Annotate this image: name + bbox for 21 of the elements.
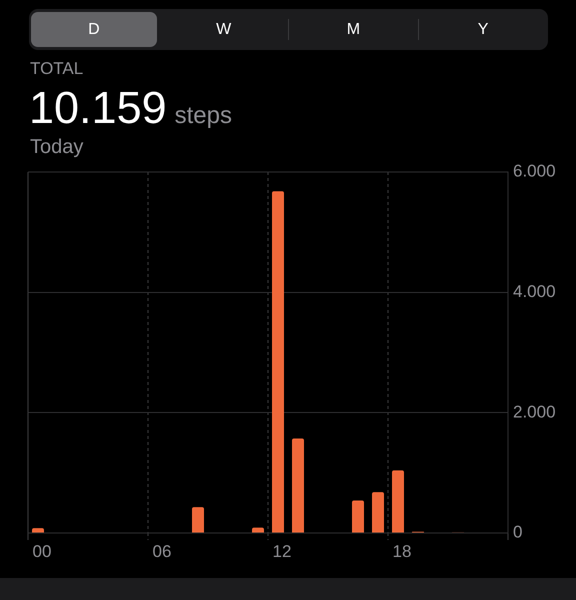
- selected-tab: D: [31, 12, 157, 47]
- y-tick-label: 0: [513, 522, 522, 542]
- x-tick-label: 12: [272, 542, 292, 561]
- bar: [392, 470, 404, 532]
- x-tick-label: 06: [152, 542, 172, 561]
- x-tick-label: 00: [32, 542, 52, 561]
- y-tick-label: 6.000: [513, 162, 556, 181]
- segmented-control: D W M Y: [29, 9, 548, 50]
- chart-subtitle: Today: [30, 136, 84, 158]
- chart-title: 10.159 steps: [29, 82, 232, 133]
- bar: [192, 507, 204, 532]
- text: TOTAL: [30, 59, 84, 78]
- bar: [252, 528, 264, 532]
- y-tick-label: 4.000: [513, 282, 556, 302]
- bar: [272, 191, 284, 532]
- y-tick-label: 2.000: [513, 402, 556, 422]
- bar: [32, 528, 44, 532]
- x-tick-label: 18: [392, 542, 412, 561]
- bar: [352, 500, 364, 532]
- bar: [292, 438, 304, 532]
- bar: [372, 492, 384, 532]
